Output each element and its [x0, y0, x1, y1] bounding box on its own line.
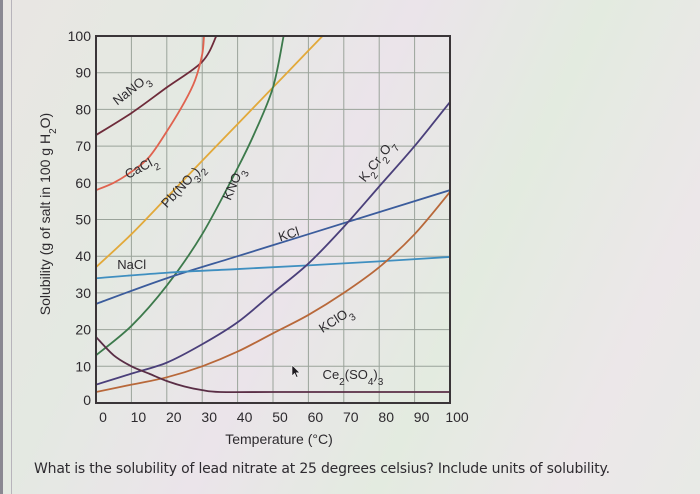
x-tick-label: 30: [201, 409, 217, 425]
curve-nano3: [96, 36, 218, 136]
y-tick-label: 60: [75, 175, 91, 191]
y-tick-label: 80: [75, 101, 91, 117]
x-tick-label: 60: [308, 409, 324, 425]
x-tick-label: 100: [445, 409, 469, 425]
page-margin-rule: [11, 0, 12, 494]
y-tick-label: 90: [75, 65, 91, 81]
y-tick-label: 100: [68, 28, 92, 44]
curve-label-cacl2: CaCl2: [122, 152, 162, 186]
y-axis-title: Solubility (g of salt in 100 g H2O): [37, 113, 59, 315]
y-tick-label: 70: [75, 138, 91, 154]
x-tick-label: 0: [99, 409, 107, 425]
curve-label-kclo3: KClO3: [316, 303, 358, 340]
curve-label-nacl: NaCl: [117, 257, 146, 272]
x-tick-label: 10: [131, 409, 147, 425]
window-left-edge: [0, 0, 3, 494]
curve-kclo3: [96, 191, 450, 393]
x-axis-ticks: 0 10 20 30 40 50 60 70 80 90 100: [99, 409, 469, 425]
curve-label-pb-no3-2: Pb(NO3)2: [158, 160, 211, 215]
curve-kcl: [96, 189, 450, 305]
x-tick-label: 40: [237, 409, 253, 425]
chart-grid: [95, 35, 451, 404]
mouse-cursor-icon: [291, 364, 301, 378]
y-axis-ticks: 0 10 20 30 40 50 60 70 80 90 100: [68, 28, 92, 408]
curve-label-nano3: NaNO3: [110, 70, 156, 112]
curve-k2cr2o7: [96, 101, 450, 386]
curve-cacl2: [96, 36, 205, 191]
x-tick-label: 80: [378, 409, 394, 425]
curve-ce2-so4-3: [96, 336, 450, 394]
y-tick-label: 20: [75, 322, 91, 338]
curve-pb-no3-2: [96, 36, 324, 268]
curve-kno3: [96, 36, 285, 356]
chart-curves: [96, 36, 450, 394]
plot-frame: [95, 35, 451, 404]
x-tick-label: 90: [414, 409, 430, 425]
y-tick-label: 10: [75, 358, 91, 374]
x-axis-title: Temperature (°C): [225, 431, 333, 447]
curve-label-kcl: KCl: [276, 224, 301, 245]
x-tick-label: 20: [166, 409, 182, 425]
y-tick-label: 50: [75, 212, 91, 228]
x-tick-label: 50: [272, 409, 288, 425]
curve-label-ce2-so4-3: Ce2(SO4)3: [323, 367, 384, 388]
y-tick-label: 40: [75, 248, 91, 264]
question-text: What is the solubility of lead nitrate a…: [34, 461, 610, 477]
x-tick-label: 70: [343, 409, 359, 425]
y-tick-label: 30: [75, 285, 91, 301]
y-tick-label: 0: [83, 392, 91, 408]
